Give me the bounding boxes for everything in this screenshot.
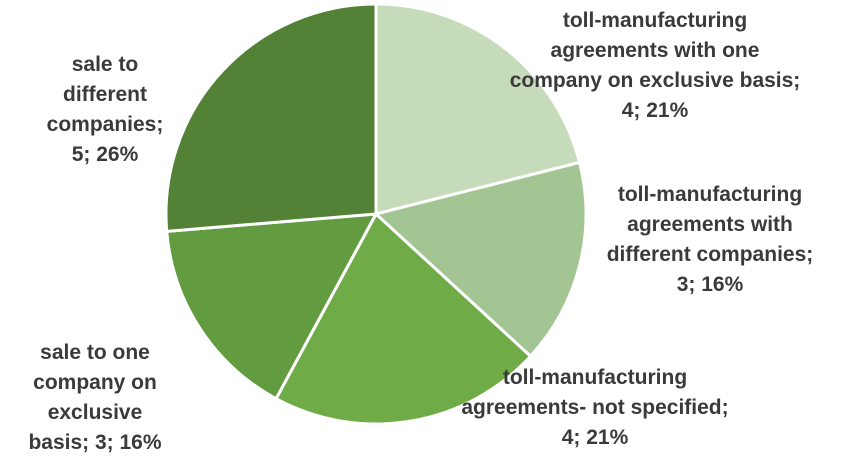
pie-slice-1 (374, 160, 588, 358)
label-line: toll-manufacturing (617, 183, 803, 206)
label-line: 5; 26% (71, 143, 139, 166)
label-line: companies; (46, 113, 164, 136)
label-line: toll-manufacturing (502, 366, 688, 389)
slice-label-toll-different: toll-manufacturing agreements with diffe… (570, 180, 844, 300)
pie-slice-4 (164, 2, 378, 233)
label-line: company on exclusive basis; (509, 69, 801, 92)
label-line: different (63, 83, 147, 106)
label-line: agreements- not specified; (461, 396, 729, 419)
slice-label-toll-not-specified: toll-manufacturing agreements- not speci… (410, 363, 780, 453)
label-line: exclusive (47, 401, 143, 424)
label-line: agreements with one (550, 39, 760, 62)
label-line: company on (33, 371, 157, 394)
slice-label-sale-exclusive: sale to one company on exclusive basis; … (0, 338, 190, 458)
label-line: toll-manufacturing (562, 9, 748, 32)
label-line: 4; 21% (561, 426, 629, 449)
label-line: 3; 16% (676, 273, 744, 296)
label-line: 4; 21% (621, 99, 689, 122)
label-line: agreements with (627, 213, 793, 236)
label-line: basis; 3; 16% (28, 431, 162, 454)
pie-slice-3 (165, 212, 378, 401)
label-line: different companies; (606, 243, 814, 266)
label-line: sale to one (40, 341, 150, 364)
pie-slice-2 (274, 212, 533, 426)
label-line: sale to (71, 53, 139, 76)
slice-label-sale-different: sale to different companies; 5; 26% (20, 50, 190, 170)
pie-slice-0 (374, 2, 582, 216)
pie-slices (164, 2, 588, 426)
slice-label-toll-exclusive: toll-manufacturing agreements with one c… (470, 6, 840, 126)
